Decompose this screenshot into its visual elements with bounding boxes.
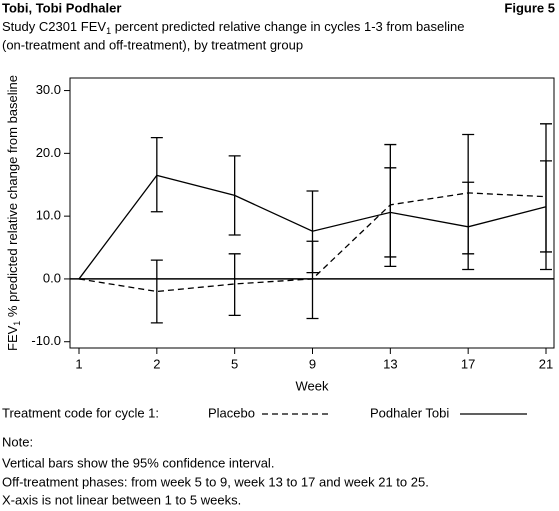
x-tick-label: 9: [309, 356, 316, 371]
error-bar: [540, 160, 552, 253]
x-tick-label: 13: [383, 356, 397, 371]
error-bar: [150, 259, 163, 324]
y-axis-label: FEV1 % predicted relative change from ba…: [5, 75, 22, 351]
error-bar: [306, 190, 319, 274]
note: X-axis is not linear between 1 to 5 week…: [2, 492, 241, 507]
x-axis-label: Week: [296, 378, 329, 393]
y-tick-label: 30.0: [36, 82, 61, 97]
y-tick-label: 0.0: [43, 270, 61, 285]
subtitle: Study C2301 FEV1 percent predicted relat…: [2, 19, 464, 36]
page-title: Tobi, Tobi Podhaler: [2, 0, 121, 15]
figure-label: Figure 5: [504, 0, 555, 15]
legend-label: Podhaler Tobi: [370, 405, 449, 420]
error-bar: [228, 155, 241, 236]
legend-title: Treatment code for cycle 1:: [2, 405, 159, 420]
y-tick-label: 20.0: [36, 145, 61, 160]
x-tick-label: 2: [153, 356, 160, 371]
note: Vertical bars show the 95% confidence in…: [2, 455, 274, 470]
error-bar: [150, 137, 163, 213]
legend-label: Placebo: [208, 405, 255, 420]
y-tick-label: -10.0: [31, 333, 61, 348]
x-tick-label: 1: [75, 356, 82, 371]
note: Off-treatment phases: from week 5 to 9, …: [2, 474, 429, 489]
x-tick-label: 5: [231, 356, 238, 371]
x-tick-label: 17: [461, 356, 475, 371]
y-tick-label: 10.0: [36, 208, 61, 223]
error-bar: [384, 167, 397, 258]
note: Note:: [2, 434, 33, 449]
error-bar: [228, 253, 241, 316]
subtitle: (on-treatment and off-treatment), by tre…: [2, 37, 303, 52]
x-tick-label: 21: [539, 356, 553, 371]
error-bar: [462, 181, 475, 271]
